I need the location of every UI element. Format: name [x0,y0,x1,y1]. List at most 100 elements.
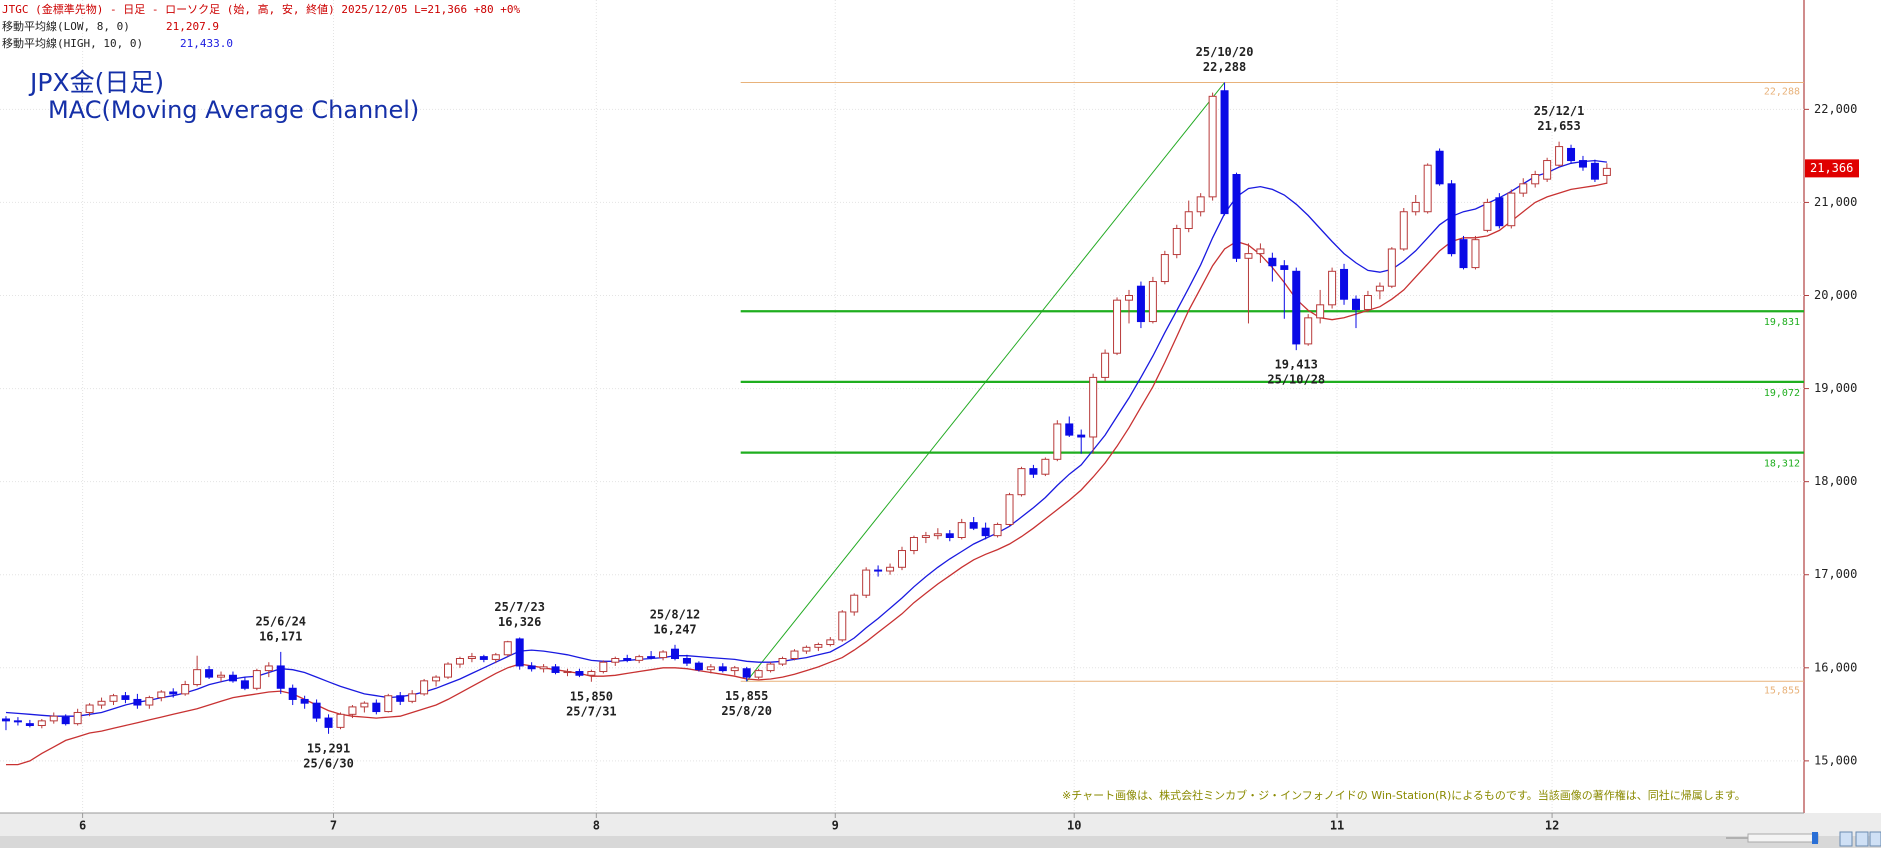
scroll-thumb[interactable] [1812,832,1818,844]
candle-body [682,657,691,664]
candle-body [1136,285,1145,323]
candle-body [1196,196,1205,213]
candle-body [1184,211,1193,229]
plot [1,82,1804,766]
candle-body [73,711,82,725]
candle-body [455,657,464,665]
candle-body [527,665,536,670]
candle-body [694,662,703,671]
candle-body [420,680,429,695]
candle-body [1256,248,1265,255]
trend-line [746,82,1225,682]
candle-body [1387,248,1396,287]
candle-body [1519,183,1528,194]
candle-body [1375,285,1384,292]
candle-body [300,698,309,704]
candle-body [623,657,632,661]
candle-body [1543,160,1552,180]
scroll-track[interactable] [1747,833,1819,843]
candle-body [336,713,345,728]
candle-body [754,670,763,678]
candle-body [444,663,453,678]
annotation-date: 25/6/30 [303,756,354,770]
y-tick-label: 21,000 [1814,195,1857,209]
candle-body [1208,95,1217,198]
candle-body [575,671,584,676]
x-tick-label: 8 [593,819,600,833]
annotation-date: 25/12/1 [1534,104,1585,118]
candle-body [993,523,1002,537]
x-tick-label: 6 [79,819,86,833]
annotation-date: 25/6/24 [255,614,306,628]
level-label: 19,072 [1764,388,1800,399]
candle-body [563,671,572,674]
x-tick-label: 12 [1545,819,1559,833]
candle-body [1005,494,1014,525]
level-label: 18,312 [1764,459,1800,470]
annotation-date: 25/7/23 [494,600,545,614]
candle-body [1328,270,1337,306]
candle-body [1041,458,1050,475]
candle-body [611,657,620,663]
annotation-date: 25/8/12 [650,607,701,621]
level-label: 22,288 [1764,87,1800,98]
candle-body [1053,423,1062,460]
candle-body [372,702,381,713]
candle-body [1340,268,1349,300]
zoom-button[interactable] [1869,831,1881,847]
footnote: ※チャート画像は、株式会社ミンカブ・ジ・インフォノイドの Win-Station… [1062,788,1746,802]
level-label: 19,831 [1764,317,1800,328]
candle-body [742,668,751,678]
candle-body [909,537,918,552]
candle-body [1411,201,1420,213]
candle-body [1160,254,1169,283]
zoom-button[interactable] [1839,831,1853,847]
candle-body [1483,201,1492,231]
legend-entry: 移動平均線(LOW, 8, 0) [2,19,130,33]
candle-body [408,693,417,702]
candle-body [587,671,596,676]
candle-body [360,702,369,708]
candle-body [348,706,357,715]
candle-body [181,684,190,695]
status-bar [0,836,1881,848]
candle-body [921,535,930,539]
candle-body [1578,160,1587,168]
candle-body [491,654,500,660]
candle-body [814,644,823,648]
candle-body [838,611,847,641]
candle-body [1148,281,1157,323]
candle-body [432,676,441,682]
annotation-price: 15,850 [570,689,613,703]
candle-body [1089,376,1098,438]
candle-body [1495,197,1504,227]
candle-body [1471,239,1480,269]
annotation-price: 21,653 [1537,119,1580,133]
candle-body [1172,227,1181,256]
candle-body [1220,90,1229,215]
annotation-price: 22,288 [1203,60,1246,74]
candle-body [324,717,333,728]
candle-body [384,695,393,713]
candle-body [61,716,70,725]
y-tick-label: 19,000 [1814,381,1857,395]
candle-body [240,680,249,689]
candle-body [981,527,990,537]
candle-body [850,594,859,613]
candle-body [1268,257,1277,267]
candle-body [193,669,202,686]
candle-body [145,697,154,706]
candle-body [969,522,978,529]
candle-body [766,663,775,672]
candle-body [826,639,835,646]
candle-body [49,715,58,722]
x-tick-label: 11 [1330,819,1344,833]
candle-body [933,533,942,537]
candle-body [730,667,739,672]
zoom-button[interactable] [1855,831,1869,847]
candle-body [157,691,166,699]
chart-title: JPX金(日足) [28,68,164,97]
candle-body [1029,468,1038,475]
candle-body [228,674,237,682]
